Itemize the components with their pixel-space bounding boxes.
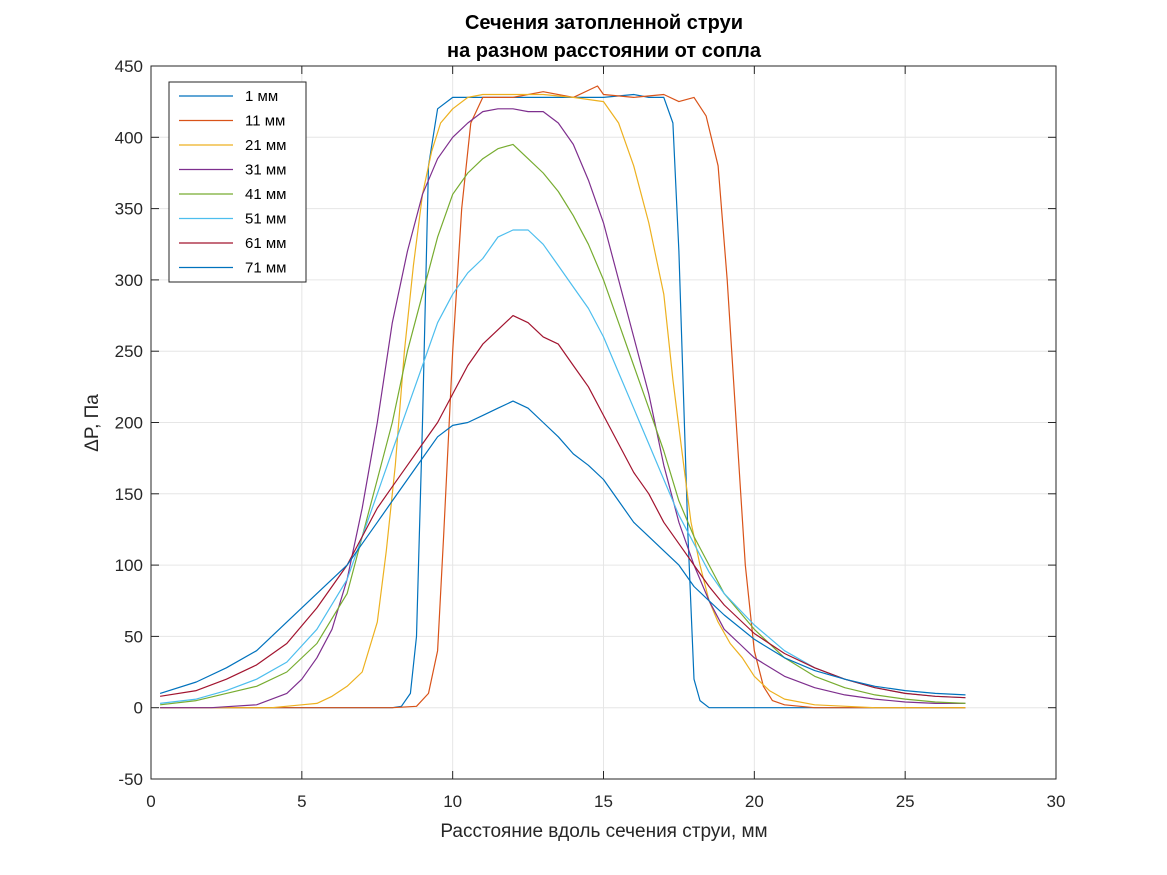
legend-label: 51 мм bbox=[245, 211, 286, 228]
y-tick-label: 300 bbox=[115, 271, 143, 290]
x-tick-label: 25 bbox=[896, 792, 915, 811]
y-tick-label: 350 bbox=[115, 200, 143, 219]
x-tick-label: 30 bbox=[1047, 792, 1066, 811]
y-tick-label: 250 bbox=[115, 342, 143, 361]
y-tick-label: 400 bbox=[115, 128, 143, 147]
series-line-4 bbox=[160, 108, 966, 709]
x-tick-label: 0 bbox=[146, 792, 155, 811]
series-line-2 bbox=[160, 85, 966, 709]
legend-label: 1 мм bbox=[245, 88, 278, 105]
series-line-6 bbox=[160, 229, 966, 704]
x-tick-label: 5 bbox=[297, 792, 306, 811]
y-tick-label: 200 bbox=[115, 414, 143, 433]
legend-label: 11 мм bbox=[245, 113, 285, 130]
series-layer bbox=[159, 85, 966, 709]
legend-label: 31 мм bbox=[245, 162, 286, 179]
legend-label: 71 мм bbox=[245, 260, 286, 277]
legend-box bbox=[168, 81, 307, 283]
legend: 1 мм 11 мм 21 мм 31 мм 41 мм 51 мм 61 мм 71 мм bbox=[168, 81, 307, 283]
series-line-8 bbox=[159, 400, 966, 696]
x-tick-label: 15 bbox=[594, 792, 613, 811]
y-tick-label: 450 bbox=[115, 57, 143, 76]
y-tick-label: -50 bbox=[118, 770, 143, 789]
y-tick-label: 50 bbox=[124, 627, 143, 646]
y-tick-label: 0 bbox=[134, 699, 143, 718]
x-tick-label: 10 bbox=[443, 792, 462, 811]
series-line-3 bbox=[160, 93, 966, 709]
y-axis-label: ΔP, Па bbox=[82, 394, 103, 452]
tick-layer: 0 5 10 15 20 25 30-500501001502002503003504004… bbox=[115, 57, 1066, 811]
chart-subtitle: на разном расстоянии от сопла bbox=[447, 40, 762, 62]
x-tick-label: 20 bbox=[745, 792, 764, 811]
series-line-7 bbox=[160, 315, 966, 699]
y-tick-label: 100 bbox=[115, 556, 143, 575]
chart-title: Сечения затопленной струи bbox=[465, 12, 743, 34]
x-axis-label: Расстояние вдоль сечения струи, мм bbox=[440, 821, 767, 842]
legend-label: 41 мм bbox=[245, 186, 286, 203]
y-tick-label: 150 bbox=[115, 485, 143, 504]
legend-label: 21 мм bbox=[245, 137, 286, 154]
legend-label: 61 мм bbox=[245, 235, 286, 252]
